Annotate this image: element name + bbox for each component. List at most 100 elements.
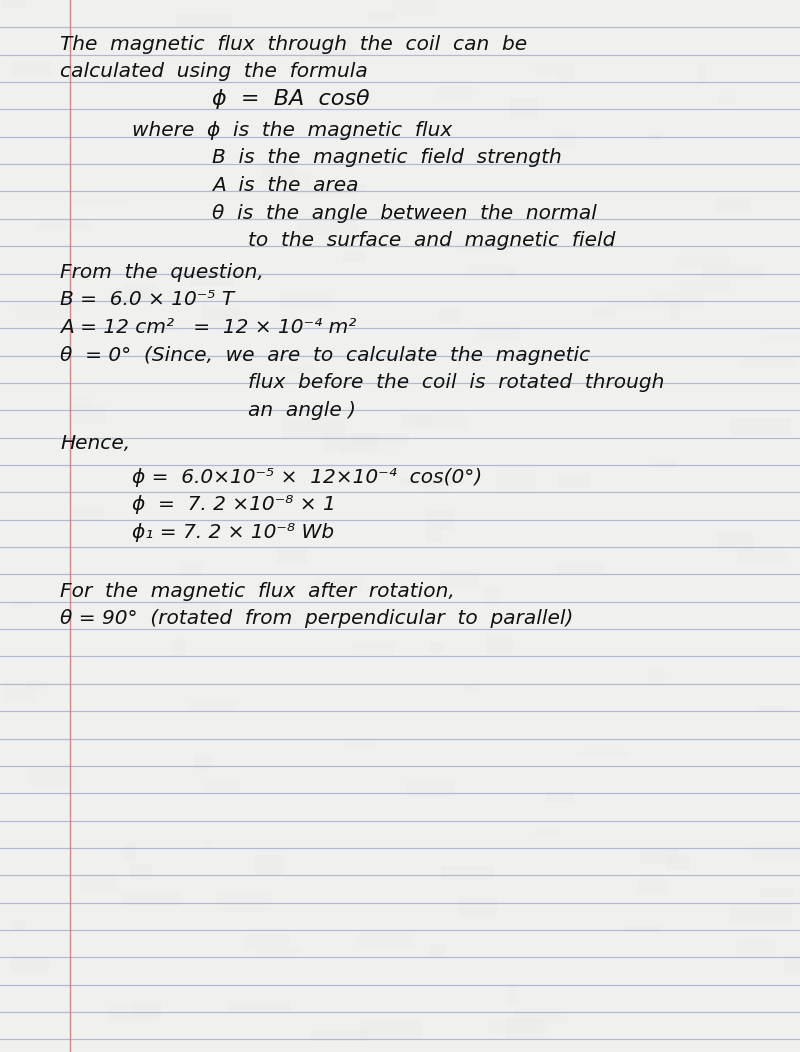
Bar (464, 686, 479, 692)
Bar (402, 413, 432, 426)
Bar (262, 163, 295, 181)
Bar (218, 102, 249, 108)
Bar (486, 635, 513, 653)
Bar (602, 303, 651, 308)
Bar (418, 593, 450, 602)
Bar (510, 98, 539, 119)
Bar (203, 783, 239, 792)
Bar (107, 1007, 159, 1021)
Bar (360, 1020, 422, 1038)
Bar (479, 311, 522, 321)
Bar (750, 845, 800, 862)
Bar (581, 387, 594, 407)
Bar (277, 548, 307, 563)
Bar (199, 600, 219, 621)
Bar (367, 13, 394, 21)
Text: calculated  using  the  formula: calculated using the formula (60, 62, 368, 81)
Bar (506, 1017, 542, 1038)
Bar (560, 146, 612, 161)
Bar (262, 874, 286, 889)
Bar (557, 133, 577, 149)
Bar (702, 265, 764, 279)
Text: θ  is  the  angle  between  the  normal: θ is the angle between the normal (212, 204, 597, 223)
Bar (779, 798, 800, 807)
Text: an  angle ): an angle ) (248, 401, 356, 420)
Bar (506, 269, 516, 278)
Bar (270, 641, 303, 656)
Bar (716, 197, 750, 210)
Bar (26, 682, 48, 689)
Bar (354, 784, 402, 800)
Bar (584, 985, 612, 1002)
Bar (369, 825, 384, 835)
Bar (195, 519, 238, 528)
Bar (124, 844, 137, 861)
Bar (730, 418, 791, 437)
Text: where  ϕ  is  the  magnetic  flux: where ϕ is the magnetic flux (132, 121, 452, 140)
Bar (429, 642, 444, 653)
Bar (180, 562, 202, 576)
Bar (203, 838, 212, 846)
Bar (489, 1018, 550, 1033)
Bar (445, 693, 505, 712)
Bar (590, 69, 651, 89)
Bar (194, 754, 212, 769)
Bar (766, 333, 800, 340)
Bar (300, 37, 351, 52)
Text: From  the  question,: From the question, (60, 263, 264, 282)
Bar (600, 1007, 633, 1020)
Bar (557, 563, 604, 573)
Bar (202, 305, 240, 321)
Bar (70, 198, 126, 204)
Text: B  is  the  magnetic  field  strength: B is the magnetic field strength (212, 148, 562, 167)
Bar (545, 792, 574, 802)
Bar (440, 571, 478, 587)
Bar (125, 285, 156, 299)
Bar (112, 488, 138, 507)
Bar (118, 501, 181, 512)
Bar (796, 547, 800, 558)
Bar (679, 280, 730, 292)
Bar (535, 61, 573, 75)
Text: The  magnetic  flux  through  the  coil  can  be: The magnetic flux through the coil can b… (60, 35, 527, 54)
Text: ϕ  =  BA  cosθ: ϕ = BA cosθ (212, 88, 370, 109)
Bar (558, 473, 590, 488)
Bar (411, 412, 467, 429)
Bar (466, 593, 526, 609)
Bar (499, 603, 528, 622)
Bar (67, 296, 98, 315)
Bar (427, 510, 454, 529)
Bar (653, 22, 710, 34)
Bar (717, 532, 753, 552)
Bar (162, 326, 177, 331)
Bar (311, 1030, 367, 1040)
Bar (102, 739, 161, 753)
Bar (638, 877, 669, 894)
Bar (84, 562, 142, 571)
Bar (760, 888, 795, 897)
Bar (781, 498, 791, 509)
Bar (189, 236, 222, 252)
Text: flux  before  the  coil  is  rotated  through: flux before the coil is rotated through (248, 373, 664, 392)
Bar (94, 544, 125, 554)
Text: to  the  surface  and  magnetic  field: to the surface and magnetic field (248, 231, 615, 250)
Bar (784, 954, 800, 973)
Bar (429, 944, 445, 957)
Text: B =  6.0 × 10⁻⁵ T: B = 6.0 × 10⁻⁵ T (60, 290, 234, 309)
Bar (674, 564, 732, 579)
Bar (1, 0, 26, 8)
Bar (133, 1002, 161, 1016)
Bar (217, 892, 271, 912)
Bar (347, 249, 356, 269)
Bar (190, 700, 238, 710)
Text: A  is  the  area: A is the area (212, 176, 358, 195)
Text: A = 12 cm²   =  12 × 10⁻⁴ m²: A = 12 cm² = 12 × 10⁻⁴ m² (60, 318, 356, 337)
Bar (778, 626, 800, 639)
Bar (266, 266, 282, 283)
Bar (244, 934, 290, 949)
Bar (726, 702, 756, 720)
Bar (351, 433, 410, 445)
Bar (648, 669, 666, 685)
Bar (640, 679, 658, 685)
Bar (269, 175, 310, 184)
